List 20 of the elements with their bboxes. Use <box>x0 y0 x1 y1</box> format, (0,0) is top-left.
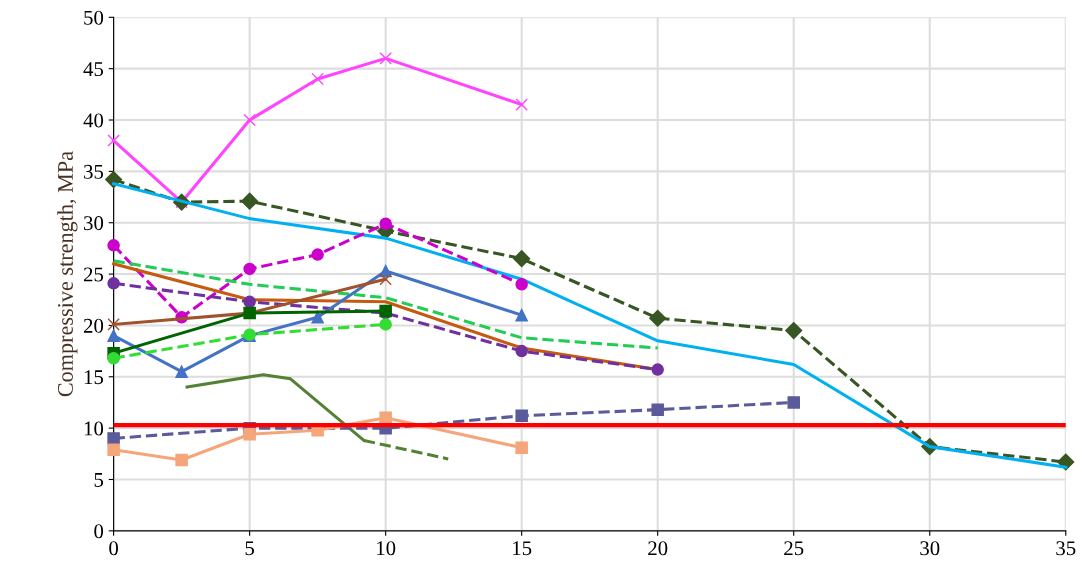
x-tick-label: 30 <box>920 541 940 556</box>
x-tick-label: 5 <box>245 541 255 556</box>
y-axis-title: Compressive strength, MPa <box>57 151 78 397</box>
x-tick-label: 0 <box>109 541 119 556</box>
y-tick-label: 20 <box>83 318 104 333</box>
x-tick-label: 10 <box>377 541 396 556</box>
x-tick-label: 35 <box>1056 541 1076 556</box>
y-tick-label: 10 <box>84 421 104 436</box>
y-tick-label: 15 <box>84 370 104 385</box>
x-tick-label: 15 <box>513 541 532 556</box>
y-tick-label: 5 <box>94 473 104 487</box>
y-tick-label: 30 <box>84 216 104 231</box>
x-tick-label: 20 <box>648 541 668 556</box>
y-tick-label: 35 <box>84 164 104 179</box>
y-tick-label: 0 <box>94 524 104 539</box>
y-tick-label: 40 <box>83 113 104 128</box>
y-tick-label: 45 <box>83 62 104 77</box>
y-tick-label: 25 <box>83 267 104 282</box>
y-tick-label: 50 <box>84 10 104 25</box>
x-tick-label: 25 <box>784 541 804 556</box>
